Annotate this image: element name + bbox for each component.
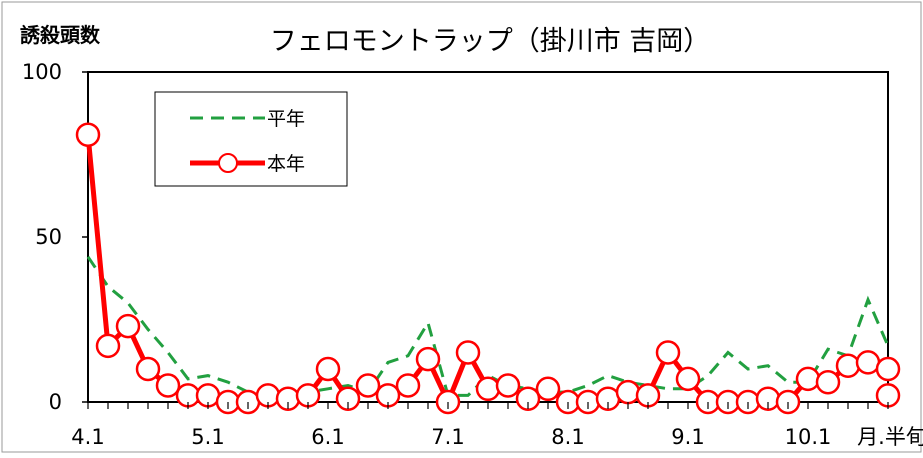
data-point-this-year xyxy=(135,356,161,382)
x-tick-label: 5.1 xyxy=(191,425,224,449)
data-point-this-year xyxy=(315,356,341,382)
series-line-normal xyxy=(86,255,890,397)
data-point-this-year xyxy=(675,366,701,392)
chart-title: フェロモントラップ（掛川市 吉岡） xyxy=(270,26,711,57)
data-point-this-year xyxy=(155,373,181,398)
data-point-this-year xyxy=(855,350,881,375)
x-tick-label: 4.1 xyxy=(71,425,104,449)
data-point-this-year xyxy=(415,346,441,372)
data-point-this-year xyxy=(355,373,381,398)
data-point-this-year xyxy=(615,379,641,405)
data-point-this-year xyxy=(115,313,141,339)
data-point-this-year xyxy=(95,333,121,359)
data-point-this-year xyxy=(335,386,361,411)
y-axis-label: 誘殺頭数 xyxy=(20,23,101,47)
legend-box xyxy=(154,91,348,187)
data-point-this-year xyxy=(495,373,521,398)
x-tick-label: 7.1 xyxy=(431,425,464,449)
data-point-this-year xyxy=(395,373,421,398)
y-tick-label: 0 xyxy=(49,390,62,414)
legend: 平年 本年 xyxy=(154,91,348,187)
data-point-this-year xyxy=(455,340,481,365)
x-tick-label: 9.1 xyxy=(671,425,704,449)
x-tick-label: 6.1 xyxy=(311,425,344,449)
data-point-this-year xyxy=(795,366,821,392)
x-tick-label: 8.1 xyxy=(551,425,584,449)
legend-label-normal: 平年 xyxy=(267,108,305,130)
x-tick-label: 10.1 xyxy=(785,425,832,449)
axis-layer: 0 50 100 4.1 5.1 6.1 7.1 8.1 9.1 10.1 xyxy=(22,60,889,449)
data-point-this-year xyxy=(875,356,901,382)
data-point-this-year xyxy=(655,340,681,365)
data-point-this-year xyxy=(515,386,541,411)
y-tick-label: 100 xyxy=(22,60,62,84)
data-point-this-year xyxy=(475,376,501,402)
data-point-this-year xyxy=(815,369,841,395)
y-tick-label: 50 xyxy=(35,225,62,249)
data-point-this-year xyxy=(535,376,561,402)
data-point-this-year xyxy=(835,353,861,378)
x-axis-label: 月.半旬 xyxy=(857,425,923,449)
legend-label-this-year: 本年 xyxy=(267,153,305,175)
data-point-this-year xyxy=(75,122,101,147)
legend-marker-this-year xyxy=(218,153,238,173)
